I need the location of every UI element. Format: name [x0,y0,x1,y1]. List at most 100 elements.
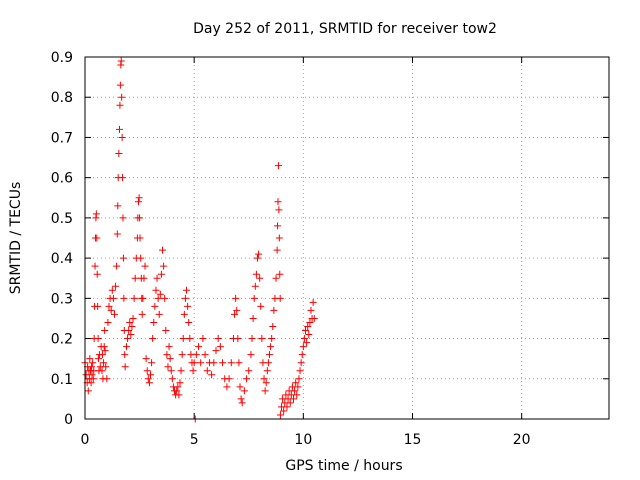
data-point [82,371,90,379]
data-point [227,359,235,367]
data-point [232,294,240,302]
y-tick-label: 0.4 [51,251,73,267]
data-point [119,174,127,182]
data-point [113,230,121,238]
data-point [210,359,218,367]
data-point [112,282,120,290]
data-point [249,314,257,322]
data-point [117,57,125,65]
data-point [216,343,224,351]
data-point [296,367,304,375]
data-point [189,367,197,375]
data-point [184,302,192,310]
data-point [274,198,282,206]
data-point [119,214,127,222]
data-point [103,375,111,383]
data-point [167,367,175,375]
data-point [128,322,136,330]
y-tick-label: 0.8 [51,90,73,106]
data-point [107,306,115,314]
data-point [119,254,127,262]
data-point [233,306,241,314]
data-point [116,101,124,109]
data-point [300,335,308,343]
data-point [129,314,137,322]
data-point [283,403,291,411]
data-point [260,375,268,383]
data-point [159,246,167,254]
data-point [164,363,172,371]
data-point [161,294,169,302]
data-point [92,210,100,218]
y-tick-label: 0.9 [51,50,73,66]
data-point [84,387,92,395]
data-point [223,383,231,391]
data-point [116,81,124,89]
data-point [110,310,118,318]
data-point [104,318,112,326]
data-point [177,367,185,375]
data-point [247,351,255,359]
data-point [120,294,128,302]
data-point [195,343,203,351]
data-point [140,274,148,282]
data-point [86,355,94,363]
data-point [310,314,318,322]
data-point [108,286,116,294]
data-point [267,343,275,351]
data-point [305,331,313,339]
data-point [253,254,261,262]
y-axis-ticks: 0 0.1 0.2 0.3 0.4 0.5 0.6 0.7 0.8 0.9 [51,50,609,428]
data-point [269,322,277,330]
data-point [275,234,283,242]
data-point [236,383,244,391]
data-point [219,359,227,367]
data-point [237,395,245,403]
data-point [274,222,282,230]
data-point [153,274,161,282]
data-point [154,294,162,302]
data-point [231,310,239,318]
data-point [139,294,147,302]
data-point [181,294,189,302]
data-point [101,347,109,355]
data-point [98,351,106,359]
data-point [114,202,122,210]
data-point [149,335,157,343]
data-point [98,367,106,375]
data-point [255,250,263,258]
data-point [276,411,284,419]
data-point [248,335,256,343]
data-point [95,355,103,363]
data-point [257,302,265,310]
data-point [138,310,146,318]
data-point [166,355,174,363]
data-point [105,302,113,310]
y-tick-label: 0.6 [51,171,73,187]
data-point [261,387,269,395]
data-point [302,327,310,335]
data-point [101,327,109,335]
data-point [100,359,108,367]
data-point [121,351,129,359]
data-point [235,359,243,367]
data-point [136,234,144,242]
data-point [174,383,182,391]
data-point [274,162,282,170]
data-series-tow2 [81,57,318,423]
data-point [214,335,222,343]
data-point [145,379,153,387]
data-point [100,343,108,351]
data-point [270,306,278,314]
data-point [143,367,151,375]
data-point [208,371,216,379]
data-point [168,375,176,383]
data-point [141,262,149,270]
data-point [264,359,272,367]
data-point [102,363,110,371]
data-point [162,327,170,335]
data-point [256,274,264,282]
gridlines [85,57,609,419]
data-point [252,270,260,278]
x-tick-label: 20 [513,432,531,448]
